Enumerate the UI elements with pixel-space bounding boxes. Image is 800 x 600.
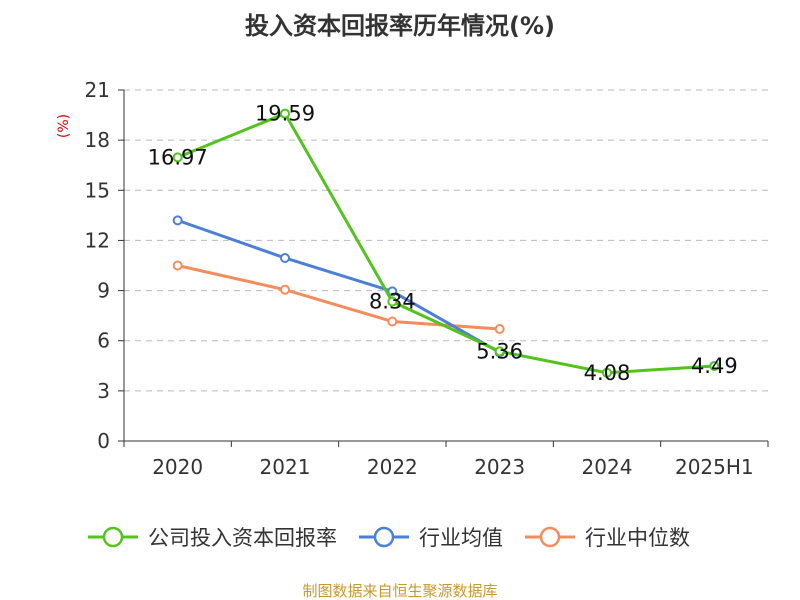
data-label: 16.97 [148,145,208,169]
data-label: 8.34 [369,290,416,314]
source-note: 制图数据来自恒生聚源数据库 [302,582,497,600]
axes [123,90,768,442]
y-axis-unit-label: (%) [56,114,72,138]
chart-title: 投入资本回报率历年情况(%) [245,12,555,40]
x-tick-label: 2024 [582,455,633,479]
series-line-2 [177,218,501,354]
data-point [494,324,505,335]
x-tick-label: 2021 [260,455,311,479]
data-point [172,215,183,226]
data-label: 4.49 [691,354,738,378]
y-tick-label: 9 [97,279,110,303]
y-tick-label: 18 [85,128,110,152]
y-tick-label: 0 [97,429,110,453]
x-tick-label: 2023 [474,455,525,479]
gridlines [124,89,768,392]
data-point [602,367,612,378]
x-tick-label: 2025H1 [675,455,754,479]
data-point [172,260,183,271]
y-tick-label: 6 [97,329,110,353]
x-axis-ticks: 2020 2021 2022 2023 2024 2025H1 [123,441,769,479]
x-tick-label: 2020 [152,455,203,479]
legend-marker-icon [539,526,561,548]
legend-item-2[interactable]: 行业均值 [359,526,503,550]
series-lines [172,108,720,378]
legend-item-3[interactable]: 行业中位数 [525,526,690,550]
data-point [494,346,505,357]
data-point [280,284,290,295]
data-labels: 16.97 19.59 8.34 5.36 4.08 4.49 [148,102,738,385]
data-label: 19.59 [255,102,315,126]
y-tick-label: 21 [85,78,110,102]
data-label: 4.08 [584,361,631,385]
y-tick-label: 12 [85,228,110,252]
series-line-1 [177,112,715,375]
data-point [709,360,720,371]
legend-item-1[interactable]: 公司投入资本回报率 [88,526,337,550]
y-tick-label: 3 [97,379,110,403]
y-axis-ticks: 0 3 6 9 12 15 18 21 [85,78,124,453]
data-label: 5.36 [476,339,523,363]
legend-marker-icon [373,526,395,548]
data-point [280,252,290,263]
legend-label: 公司投入资本回报率 [148,526,337,550]
x-tick-label: 2022 [367,455,418,479]
data-point [172,152,183,163]
legend: 公司投入资本回报率 行业均值 行业中位数 [88,526,690,550]
legend-label: 行业均值 [419,526,503,550]
y-tick-label: 15 [85,178,110,202]
data-point [387,286,398,297]
data-point [280,108,290,119]
legend-marker-icon [102,526,124,548]
legend-label: 行业中位数 [585,526,690,550]
data-point [387,296,398,307]
data-point [387,316,398,327]
